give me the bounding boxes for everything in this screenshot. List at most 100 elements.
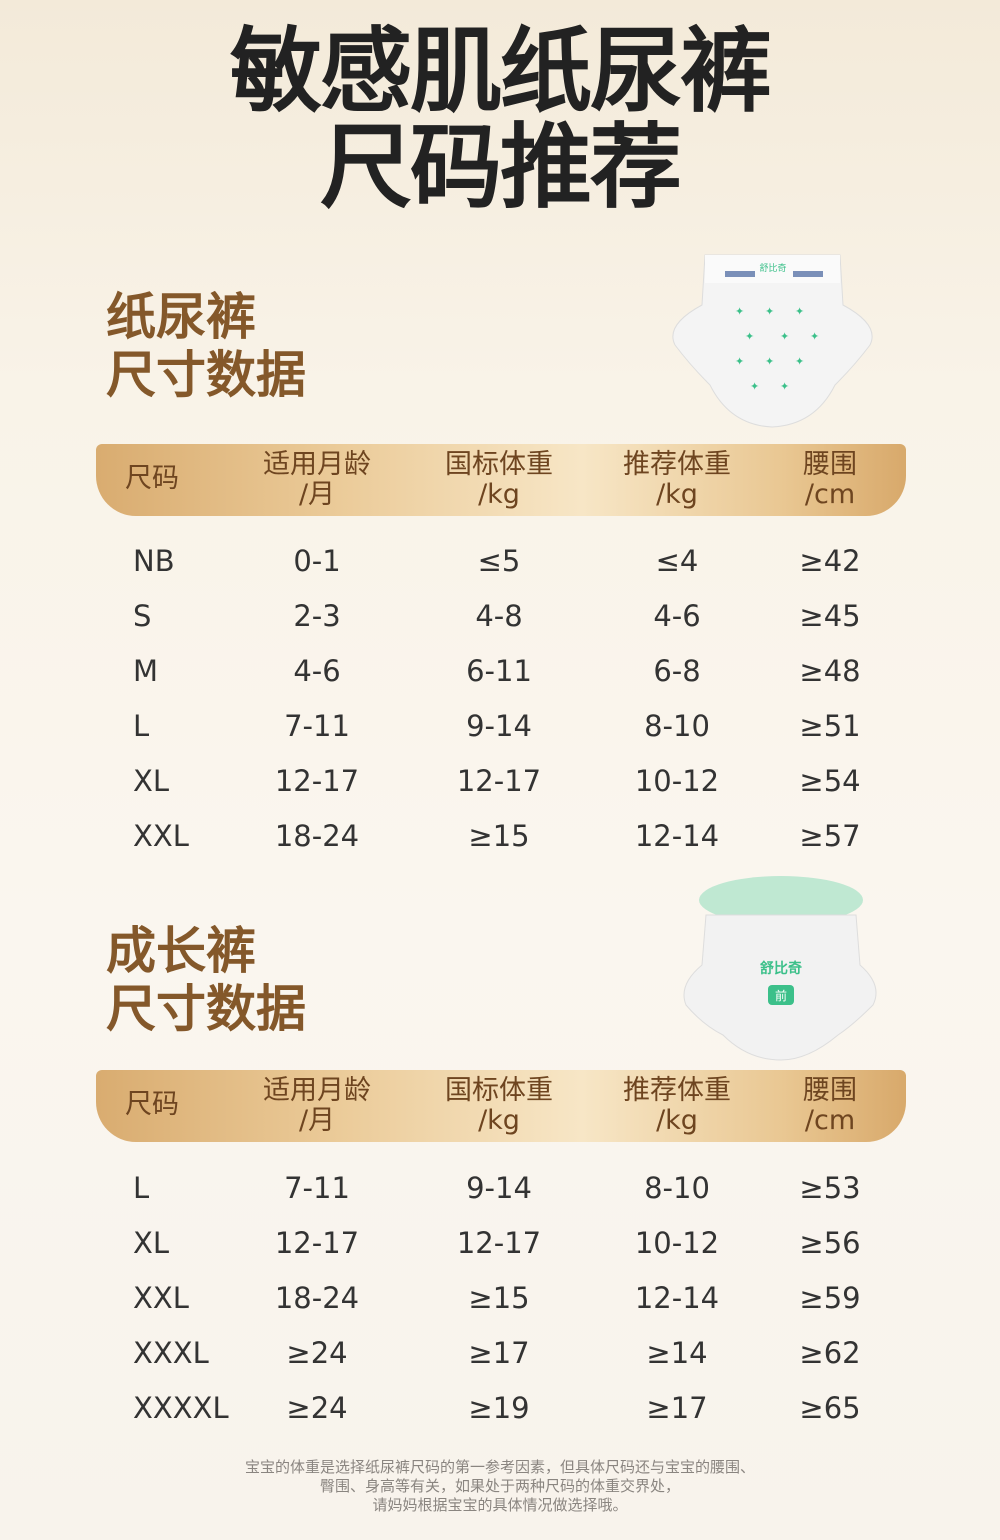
svg-text:✦: ✦	[780, 330, 789, 343]
table-cell: 4-6	[653, 599, 701, 633]
svg-text:✦: ✦	[795, 305, 804, 318]
section-title-pullup: 成长裤 尺寸数据	[106, 922, 306, 1038]
page-title-line1: 敏感肌纸尿裤	[229, 18, 772, 125]
table-cell: ≥15	[468, 1281, 530, 1315]
brand-logo-text: 舒比奇	[760, 960, 802, 977]
table-cell: XL	[133, 1226, 170, 1260]
column-header-line: /kg	[656, 1105, 698, 1136]
column-header: 适用月龄/月	[263, 450, 371, 510]
section-title-line2: 尺寸数据	[106, 346, 306, 404]
column-header-line: 腰围	[803, 1075, 857, 1106]
table-row: L 7-11 9-14 8-10 ≥51	[0, 701, 1000, 751]
table-cell: ≥45	[799, 599, 861, 633]
column-header: 推荐体重/kg	[623, 450, 731, 510]
page-title-line2: 尺码推荐	[319, 114, 682, 221]
table-cell: 12-17	[274, 1226, 360, 1260]
section-title-line2: 尺寸数据	[106, 980, 306, 1038]
table-header: 尺码 适用月龄/月 国标体重/kg 推荐体重/kg 腰围/cm	[96, 1070, 906, 1142]
table-cell: L	[133, 709, 150, 743]
table-cell: 12-14	[634, 1281, 720, 1315]
table-cell: 10-12	[634, 1226, 720, 1260]
table-row: XXXL ≥24 ≥17 ≥14 ≥62	[0, 1328, 1000, 1378]
column-header-line: 适用月龄	[263, 1075, 371, 1106]
table-cell: ≥14	[646, 1336, 708, 1370]
brand-logo-text: 舒比奇	[759, 262, 786, 274]
section-title-diaper: 纸尿裤 尺寸数据	[106, 288, 306, 404]
table-cell: 6-8	[653, 654, 701, 688]
table-cell: 4-6	[293, 654, 341, 688]
table-cell: XXXXL	[133, 1391, 229, 1425]
front-badge: 前	[775, 988, 787, 1003]
table-row: L 7-11 9-14 8-10 ≥53	[0, 1163, 1000, 1213]
column-header: 尺码	[125, 464, 179, 494]
table-cell: NB	[133, 544, 175, 578]
table-cell: XXL	[133, 819, 189, 853]
table-cell: ≥59	[799, 1281, 861, 1315]
table-cell: XL	[133, 764, 170, 798]
table-cell: 18-24	[274, 819, 360, 853]
table-row: NB 0-1 ≤5 ≤4 ≥42	[0, 536, 1000, 586]
svg-text:✦: ✦	[810, 330, 819, 343]
column-header-line: 推荐体重	[623, 449, 731, 480]
table-cell: 6-11	[466, 654, 532, 688]
table-row: S 2-3 4-8 4-6 ≥45	[0, 591, 1000, 641]
column-header-line: 尺码	[125, 463, 179, 494]
column-header: 腰围/cm	[803, 450, 857, 510]
table-header: 尺码 适用月龄/月 国标体重/kg 推荐体重/kg 腰围/cm	[96, 444, 906, 516]
table-cell: ≤5	[477, 544, 521, 578]
table-cell: ≥24	[286, 1336, 348, 1370]
table-cell: 12-17	[456, 764, 542, 798]
table-cell: ≥54	[799, 764, 861, 798]
section-title-line1: 纸尿裤	[106, 288, 256, 346]
table-cell: ≥42	[799, 544, 861, 578]
table-cell: ≥53	[799, 1171, 861, 1205]
table-cell: ≥17	[646, 1391, 708, 1425]
table-cell: ≥65	[799, 1391, 861, 1425]
table-cell: ≥51	[799, 709, 861, 743]
table-cell: 8-10	[644, 1171, 710, 1205]
table-cell: 4-8	[475, 599, 523, 633]
print-pattern: ✦ ✦ ✦ ✦ ✦ ✦ ✦ ✦ ✦ ✦ ✦	[735, 305, 819, 393]
table-cell: S	[133, 599, 152, 633]
column-header: 适用月龄/月	[263, 1076, 371, 1136]
pullup-product-image: 舒比奇 前	[683, 876, 877, 1061]
column-header-line: 尺码	[125, 1089, 179, 1120]
svg-text:✦: ✦	[745, 330, 754, 343]
table-cell: ≥56	[799, 1226, 861, 1260]
column-header-line: /cm	[804, 1105, 856, 1136]
table-cell: 12-17	[274, 764, 360, 798]
table-row: XXL 18-24 ≥15 12-14 ≥57	[0, 811, 1000, 861]
column-header-line: 推荐体重	[623, 1075, 731, 1106]
table-cell: XXXL	[133, 1336, 209, 1370]
svg-text:✦: ✦	[765, 355, 774, 368]
footnote-line: 臀围、身高等有关，如果处于两种尺码的体重交界处，	[319, 1477, 680, 1495]
column-header-line: /kg	[478, 479, 520, 510]
footnote-line: 请妈妈根据宝宝的具体情况做选择哦。	[372, 1496, 628, 1514]
column-header-line: /月	[298, 479, 336, 510]
svg-text:✦: ✦	[735, 305, 744, 318]
table-cell: ≥19	[468, 1391, 530, 1425]
table-cell: XXL	[133, 1281, 189, 1315]
table-cell: M	[133, 654, 159, 688]
diaper-product-image: 舒比奇 ✦ ✦ ✦ ✦ ✦ ✦ ✦ ✦ ✦ ✦ ✦	[672, 254, 873, 428]
table-cell: 9-14	[466, 1171, 532, 1205]
table-cell: ≥57	[799, 819, 861, 853]
column-header-line: /月	[298, 1105, 336, 1136]
table-cell: ≥17	[468, 1336, 530, 1370]
table-cell: 2-3	[293, 599, 341, 633]
table-cell: ≥62	[799, 1336, 861, 1370]
table-row: XXXXL ≥24 ≥19 ≥17 ≥65	[0, 1383, 1000, 1433]
column-header-line: 国标体重	[445, 449, 553, 480]
table-cell: ≥15	[468, 819, 530, 853]
column-header: 推荐体重/kg	[623, 1076, 731, 1136]
table-row: XL 12-17 12-17 10-12 ≥56	[0, 1218, 1000, 1268]
svg-text:✦: ✦	[795, 355, 804, 368]
table-cell: 12-17	[456, 1226, 542, 1260]
table-row: XL 12-17 12-17 10-12 ≥54	[0, 756, 1000, 806]
table-cell: L	[133, 1171, 150, 1205]
column-header-line: /kg	[656, 479, 698, 510]
column-header-line: 国标体重	[445, 1075, 553, 1106]
table-cell: 10-12	[634, 764, 720, 798]
column-header-line: /cm	[804, 479, 856, 510]
table-cell: 18-24	[274, 1281, 360, 1315]
